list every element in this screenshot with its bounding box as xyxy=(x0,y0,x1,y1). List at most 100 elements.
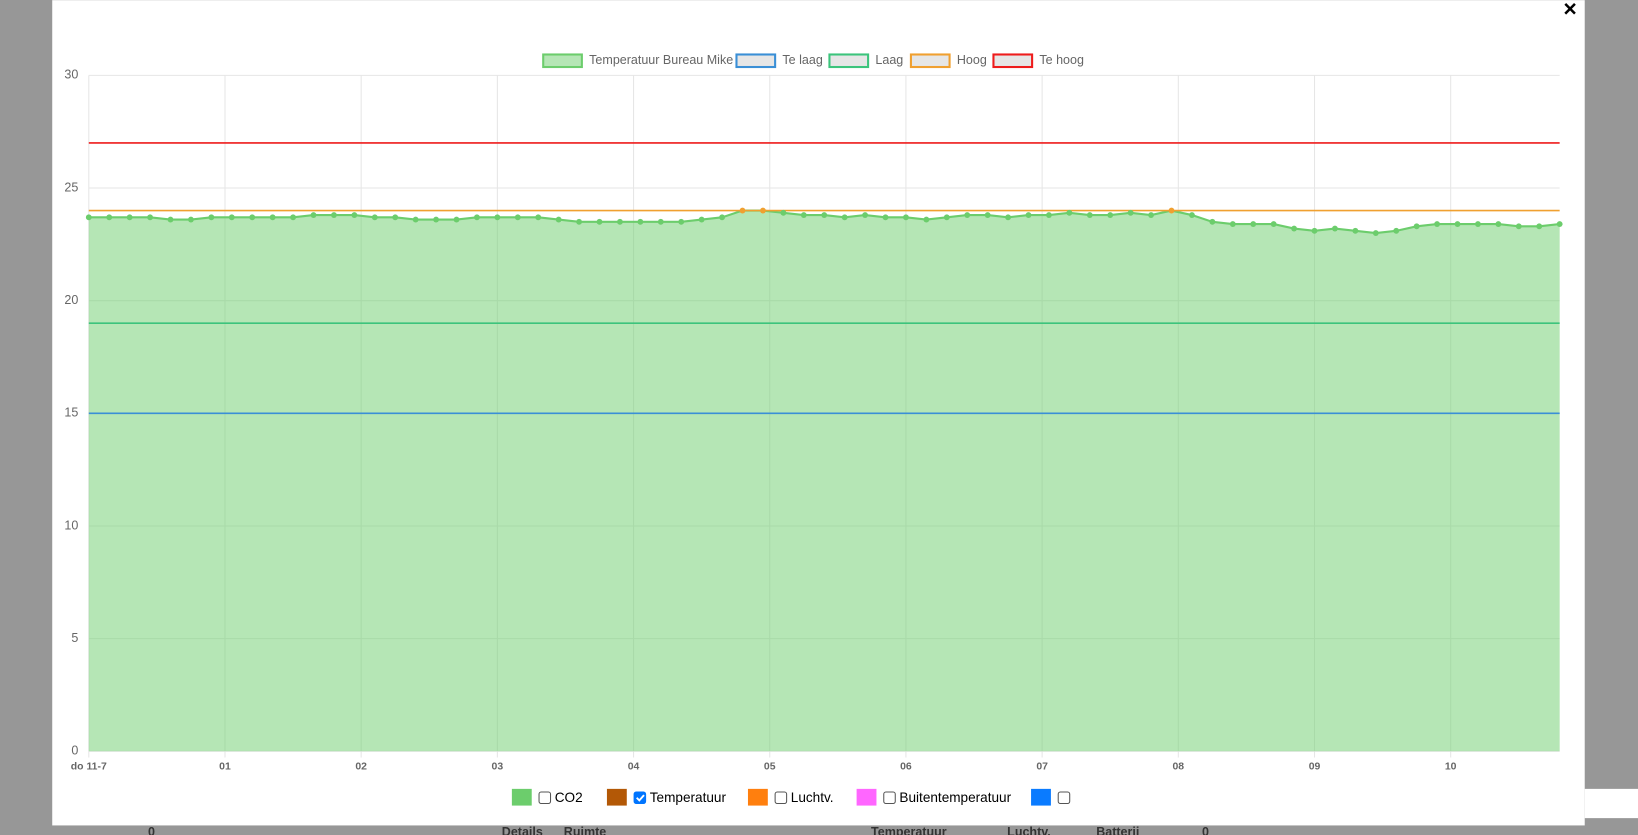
point xyxy=(514,214,521,221)
checkbox[interactable] xyxy=(774,791,788,805)
x-tick-label: 09 xyxy=(1309,762,1321,773)
point xyxy=(800,212,807,218)
point xyxy=(657,218,664,225)
point xyxy=(1229,221,1236,227)
y-tick-label: 5 xyxy=(71,631,78,645)
x-tick-label: 01 xyxy=(219,762,231,773)
legend-swatch xyxy=(992,53,1034,69)
toggle-label: Temperatuur xyxy=(650,790,727,805)
point xyxy=(1168,207,1175,214)
close-button[interactable]: × xyxy=(1563,0,1576,22)
point xyxy=(1434,221,1441,227)
point xyxy=(1495,221,1502,227)
point xyxy=(494,214,501,221)
toggles: CO2 Temperatuur Luchtv. Buitentemperatuur xyxy=(511,788,1071,806)
point xyxy=(1066,209,1073,216)
point xyxy=(964,212,971,218)
point xyxy=(821,212,828,218)
y-tick-label: 30 xyxy=(64,68,78,82)
point xyxy=(1536,223,1543,230)
point xyxy=(371,214,378,221)
point xyxy=(331,212,337,218)
point xyxy=(576,218,583,225)
point xyxy=(1352,227,1359,234)
point xyxy=(719,214,726,221)
point xyxy=(1413,223,1420,230)
x-tick-label: 06 xyxy=(900,762,912,773)
background-label: Luchtv. xyxy=(1007,825,1051,835)
point xyxy=(453,216,460,223)
x-tick-label: 07 xyxy=(1036,762,1048,773)
point xyxy=(412,216,419,223)
point xyxy=(1332,225,1338,232)
y-tick-label: 20 xyxy=(64,293,78,307)
point xyxy=(1086,212,1093,218)
point xyxy=(678,218,685,225)
point xyxy=(862,212,869,218)
x-tick-label: 05 xyxy=(764,762,776,773)
point xyxy=(943,214,950,221)
point xyxy=(1291,225,1298,232)
x-tick-label: 10 xyxy=(1445,762,1457,773)
x-tick-label: 03 xyxy=(492,762,504,773)
point xyxy=(85,214,92,221)
checkbox[interactable] xyxy=(883,791,896,805)
point xyxy=(780,209,787,216)
toggle-swatch xyxy=(511,788,532,806)
point xyxy=(1005,214,1012,221)
point xyxy=(1025,212,1032,218)
point xyxy=(698,216,705,223)
point xyxy=(1515,223,1522,230)
y-tick-label: 25 xyxy=(64,180,78,194)
legend-label: Laag xyxy=(875,53,903,67)
point xyxy=(188,216,194,223)
legend-label: Te laag xyxy=(782,53,822,67)
point xyxy=(1127,209,1134,216)
point xyxy=(1046,212,1052,218)
point xyxy=(1475,221,1481,227)
legend-swatch xyxy=(909,53,951,69)
point xyxy=(637,218,644,225)
x-tick-label: 02 xyxy=(355,762,367,773)
checkbox[interactable] xyxy=(1057,791,1071,805)
legend-swatch xyxy=(542,53,583,69)
checkmark[interactable] xyxy=(636,794,645,802)
toggle-swatch xyxy=(1031,788,1051,806)
point xyxy=(1270,221,1277,227)
point xyxy=(1372,230,1379,237)
point xyxy=(228,214,235,221)
background-labels: 0 Details Ruimte Temperatuur Luchtv. Batterij… xyxy=(148,825,1209,835)
legend-label: Hoog xyxy=(957,53,987,67)
point xyxy=(167,216,174,223)
point xyxy=(535,214,542,221)
point xyxy=(1148,212,1155,218)
background-label: Temperatuur xyxy=(871,825,947,835)
checkbox[interactable] xyxy=(538,791,552,805)
point xyxy=(126,214,133,221)
point xyxy=(1556,221,1563,227)
checkbox[interactable] xyxy=(633,791,647,805)
x-tick-label: 08 xyxy=(1173,762,1185,773)
point xyxy=(249,214,256,221)
toggle-swatch xyxy=(606,788,627,806)
point xyxy=(923,216,930,223)
y-tick-label: 15 xyxy=(64,406,78,420)
point xyxy=(1250,221,1257,227)
background-label: 0 xyxy=(148,825,155,835)
toggle-label: Luchtv. xyxy=(791,790,834,805)
toggle-label: CO2 xyxy=(555,790,583,805)
point xyxy=(106,214,113,221)
point xyxy=(392,214,399,221)
point xyxy=(760,207,766,214)
toggle-label: Buitentemperatuur xyxy=(899,790,1011,805)
point xyxy=(433,216,440,223)
legend-swatch xyxy=(735,53,777,69)
legend-label: Te hoog xyxy=(1039,53,1084,67)
point xyxy=(617,218,623,225)
x-tick-label: do 11-7 xyxy=(71,762,107,773)
legend-swatch xyxy=(828,53,870,69)
point xyxy=(1209,218,1216,225)
background-panel xyxy=(1584,788,1638,819)
